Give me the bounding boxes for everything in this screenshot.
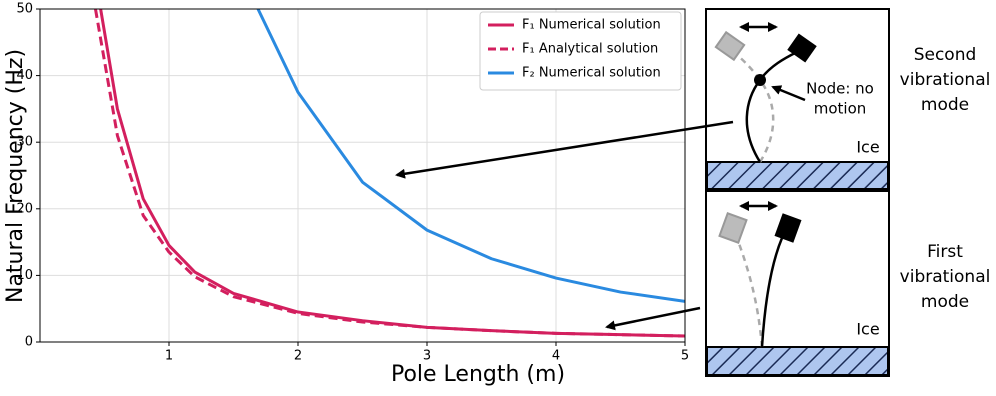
x-tick-label: 5 — [681, 349, 689, 364]
node — [754, 74, 766, 86]
x-axis-label: Pole Length (m) — [391, 362, 565, 387]
mode-label: Second — [914, 45, 977, 65]
node-label: motion — [814, 100, 867, 118]
pointer-arrow — [395, 120, 734, 179]
rest-flag — [714, 30, 746, 62]
ground — [706, 161, 889, 190]
y-axis-label: Natural Frequency (Hz) — [3, 49, 28, 303]
rest-pole — [735, 237, 764, 348]
x-tick-label: 2 — [294, 349, 302, 364]
series-line — [256, 9, 685, 303]
ground — [706, 346, 889, 376]
pointer-arrow — [605, 306, 701, 331]
y-tick-label: 0 — [25, 335, 33, 350]
x-tick-label: 1 — [165, 349, 173, 364]
mode-label: vibrational — [900, 267, 991, 287]
rest-flag — [718, 212, 748, 244]
mode-label: mode — [921, 292, 969, 312]
y-tick-label: 40 — [16, 68, 33, 83]
flag — [787, 33, 817, 63]
flag — [774, 213, 802, 243]
y-tick-label: 10 — [16, 268, 33, 283]
rest-pole — [730, 49, 775, 163]
x-tick-label: 3 — [423, 349, 431, 364]
mode-label: First — [927, 242, 963, 262]
legend-label: F₁ Analytical solution — [522, 42, 658, 57]
series-line — [93, 9, 685, 338]
x-tick-label: 4 — [552, 349, 560, 364]
y-tick-label: 30 — [16, 135, 33, 150]
mode-label: mode — [921, 95, 969, 115]
node-arrow — [771, 85, 806, 102]
legend-label: F₁ Numerical solution — [522, 18, 661, 33]
legend-box — [479, 11, 682, 91]
y-tick-label: 20 — [16, 201, 33, 216]
pole — [760, 237, 784, 348]
ice-label: Ice — [856, 138, 879, 157]
plot-frame — [39, 8, 686, 343]
ice-label: Ice — [856, 320, 879, 339]
mode-labels: Second vibrational mode First vibrationa… — [900, 45, 991, 312]
node-label: Node: no — [806, 80, 874, 98]
first-mode-diagram: Ice — [705, 190, 890, 377]
y-tick-label: 50 — [16, 2, 33, 17]
mode-label: vibrational — [900, 70, 991, 90]
legend-label: F₂ Numerical solution — [522, 66, 661, 81]
second-mode-diagram: Node: no motion Ice — [705, 8, 890, 190]
